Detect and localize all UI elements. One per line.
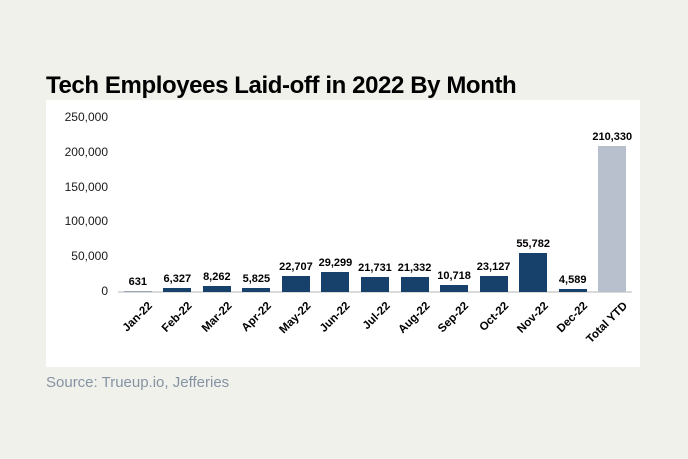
bar xyxy=(360,276,389,292)
x-axis-line xyxy=(118,291,632,293)
bar-column: 55,782 xyxy=(513,118,553,292)
bar-column: 8,262 xyxy=(197,118,237,292)
y-axis-tick-label: 250,000 xyxy=(64,110,108,124)
y-axis-tick-label: 150,000 xyxy=(64,179,108,194)
bar-value-label: 22,707 xyxy=(279,261,313,274)
chart-title: Tech Employees Laid-off in 2022 By Month xyxy=(46,72,517,100)
bar-column: 631 xyxy=(118,118,158,292)
bar-value-label: 29,299 xyxy=(318,256,353,269)
bar xyxy=(400,277,429,292)
bar xyxy=(202,286,231,292)
bar-value-label: 21,332 xyxy=(397,262,432,275)
bar-value-label: 55,782 xyxy=(516,238,550,251)
bar-column: 29,299 xyxy=(316,118,356,292)
bar-value-label: 10,718 xyxy=(437,269,471,282)
bar-column: 6,327 xyxy=(158,118,198,292)
bar xyxy=(479,275,508,292)
bar-value-label: 5,825 xyxy=(242,272,271,285)
source-attribution: Source: Trueup.io, Jefferies xyxy=(46,374,230,391)
bar xyxy=(321,271,350,292)
bar-column: 210,330 xyxy=(592,118,632,292)
y-axis-tick-label: 50,000 xyxy=(71,249,108,264)
bar-value-label: 210,330 xyxy=(592,130,633,143)
chart-panel: 631 Jan-22 6,327 Feb-22 8,262 Mar-22 5,825 Apr-… xyxy=(46,100,640,367)
bar xyxy=(519,253,548,292)
bar xyxy=(242,287,271,292)
bar-column: 4,589 xyxy=(553,118,593,292)
bar xyxy=(598,145,627,292)
bar-value-label: 6,327 xyxy=(163,272,192,285)
bar-value-label: 21,731 xyxy=(358,261,392,274)
y-axis-tick-label: 100,000 xyxy=(64,214,108,229)
bar xyxy=(440,284,469,292)
bar xyxy=(123,290,152,292)
bar-column: 5,825 xyxy=(237,118,277,292)
y-axis-tick-label: 200,000 xyxy=(64,144,108,159)
bar-column: 23,127 xyxy=(474,118,514,292)
bar-value-label: 631 xyxy=(128,275,147,288)
y-axis-tick-label: 0 xyxy=(101,284,108,298)
bar xyxy=(281,276,310,292)
bar-value-label: 23,127 xyxy=(476,260,511,273)
bar-column: 21,731 xyxy=(355,118,395,292)
bar xyxy=(163,287,192,292)
bar-column: 10,718 xyxy=(434,118,474,292)
bar-column: 21,332 xyxy=(395,118,435,292)
bar-column: 22,707 xyxy=(276,118,316,292)
bar-value-label: 4,589 xyxy=(558,273,587,286)
plot-area: 631 Jan-22 6,327 Feb-22 8,262 Mar-22 5,825 Apr-… xyxy=(118,118,632,346)
bar-value-label: 8,262 xyxy=(203,271,231,284)
bar xyxy=(558,288,587,292)
